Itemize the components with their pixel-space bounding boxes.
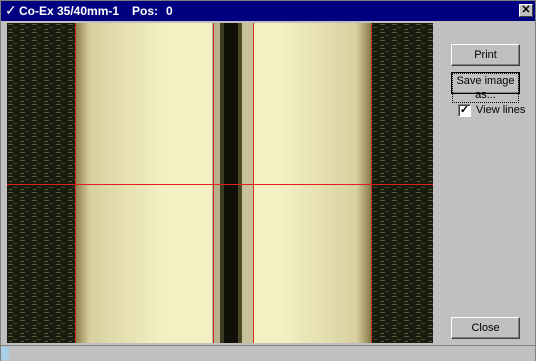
print-button[interactable]: Print: [451, 44, 520, 66]
close-icon: ✕: [521, 4, 531, 16]
status-indicator: [1, 347, 9, 360]
status-bar: [1, 345, 535, 361]
position-label: Pos:: [132, 4, 159, 18]
seam-right-edge: [242, 23, 254, 343]
save-image-button-label: Save image as...: [452, 73, 519, 103]
camera-image-view: [7, 23, 433, 343]
window-title: Co-Ex 35/40mm-1: [19, 4, 120, 18]
title-bar[interactable]: ✓ Co-Ex 35/40mm-1 Pos: 0 ✕: [1, 1, 535, 21]
view-lines-label: View lines: [476, 104, 526, 116]
right-background: [371, 23, 433, 343]
print-button-label: Print: [474, 49, 497, 61]
seam-gap: [224, 23, 238, 343]
left-background: [7, 23, 75, 343]
check-icon: ✓: [5, 2, 17, 18]
camera-image: [7, 23, 433, 343]
checkmark-icon[interactable]: ✓: [458, 104, 471, 117]
close-button[interactable]: Close: [451, 317, 520, 339]
seam-left-edge: [212, 23, 220, 343]
position-value: 0: [166, 4, 173, 18]
close-button-label: Close: [471, 322, 500, 334]
close-window-button[interactable]: ✕: [519, 4, 533, 17]
save-image-button[interactable]: Save image as...: [451, 72, 520, 103]
